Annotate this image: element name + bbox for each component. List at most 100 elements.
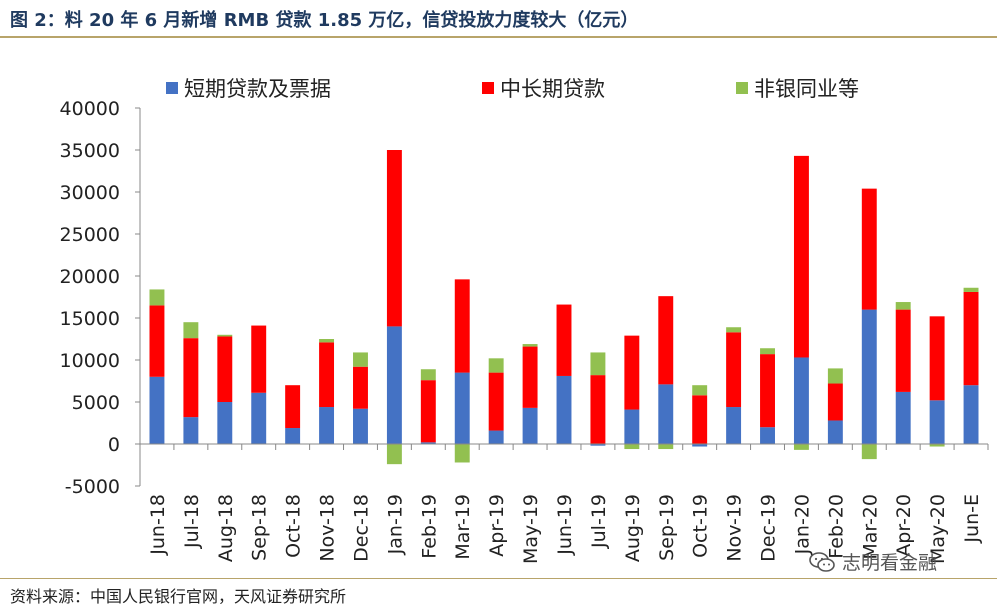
bar-2 — [895, 302, 911, 310]
y-tick-label: 0 — [108, 434, 120, 456]
bar-1 — [420, 380, 436, 443]
bar-1 — [895, 309, 911, 392]
x-tick-label: Jul-19 — [588, 494, 610, 549]
bar-1 — [929, 316, 945, 401]
bar-0 — [726, 407, 742, 444]
bar-0 — [183, 417, 199, 444]
title-divider — [0, 36, 997, 38]
bar-0 — [386, 326, 402, 444]
chart: -5000 0 5000 10000 15000 20000 25000 30000 35000… — [60, 77, 989, 564]
legend-label-1: 中长期贷款 — [500, 77, 605, 101]
x-tick-label: Mar-20 — [859, 494, 881, 560]
x-tick-label: Jun-18 — [147, 494, 169, 556]
bar-1 — [251, 325, 267, 393]
bar-0 — [793, 357, 809, 444]
chart-title: 图 2：料 20 年 6 月新增 RMB 贷款 1.85 万亿，信贷投放力度较大… — [10, 10, 639, 31]
bar-2 — [861, 444, 877, 460]
bar-0 — [658, 384, 674, 444]
bar-2 — [353, 352, 368, 367]
watermark-text: 志明看金融 — [842, 552, 938, 574]
bar-0 — [692, 444, 708, 447]
y-tick-label: 5000 — [72, 392, 120, 414]
legend-label-0: 短期贷款及票据 — [184, 77, 331, 101]
bar-0 — [895, 391, 911, 444]
y-tick-label: 15000 — [60, 308, 120, 330]
bar-1 — [861, 188, 877, 310]
legend-swatch-0 — [166, 82, 178, 94]
bar-1 — [386, 150, 402, 327]
bar-2 — [522, 344, 538, 347]
bar-2 — [386, 444, 402, 465]
bar-2 — [726, 327, 742, 333]
bar-1 — [353, 366, 368, 409]
bar-2 — [319, 339, 335, 343]
y-tick-label: 20000 — [60, 266, 120, 288]
bar-1 — [760, 354, 775, 428]
y-tick-label: 35000 — [60, 140, 120, 162]
x-tick-label: Apr-20 — [893, 494, 915, 557]
x-tick-label: Sep-19 — [656, 494, 678, 561]
bar-1 — [522, 346, 538, 408]
bar-0 — [861, 309, 877, 444]
bar-0 — [251, 392, 267, 444]
x-tick-label: Nov-19 — [724, 494, 746, 562]
bar-2 — [929, 444, 945, 447]
y-tick-label: 10000 — [60, 350, 120, 372]
bar-0 — [488, 430, 504, 444]
bar-1 — [590, 375, 606, 444]
bar-0 — [963, 385, 979, 444]
bar-0 — [590, 444, 606, 446]
bar-2 — [658, 444, 674, 450]
source-note: 资料来源：中国人民银行官网，天风证券研究所 — [10, 587, 347, 606]
bar-2 — [793, 444, 809, 450]
x-tick-label: Oct-18 — [283, 494, 305, 558]
x-tick-label: Aug-19 — [622, 494, 644, 562]
y-tick-label: -5000 — [65, 476, 120, 498]
bar-1 — [183, 338, 199, 418]
x-tick-label: May-20 — [927, 494, 949, 564]
bar-0 — [929, 400, 945, 444]
bar-0 — [420, 442, 436, 444]
bar-0 — [522, 407, 538, 444]
bar-0 — [149, 376, 165, 444]
x-tick-label: Jun-19 — [554, 494, 576, 556]
x-tick-label: Feb-20 — [825, 494, 847, 559]
bar-0 — [624, 409, 640, 444]
legend-swatch-2 — [736, 82, 748, 94]
y-tick-label: 40000 — [60, 98, 120, 120]
x-tick-label: Aug-18 — [215, 494, 237, 562]
bar-1 — [963, 291, 979, 386]
y-tick-label: 25000 — [60, 224, 120, 246]
x-tick-label: Feb-19 — [418, 494, 440, 559]
bar-1 — [827, 383, 843, 421]
bar-2 — [183, 322, 199, 339]
legend-label-2: 非银同业等 — [754, 77, 859, 101]
x-tick-label: Mar-19 — [452, 494, 474, 560]
wechat-icon — [809, 551, 835, 572]
bar-1 — [793, 155, 809, 358]
bar-2 — [420, 369, 436, 381]
bar-1 — [454, 279, 470, 373]
bar-0 — [353, 408, 368, 444]
x-tick-label: Dec-19 — [758, 494, 780, 562]
bar-2 — [692, 385, 708, 396]
bar-1 — [488, 372, 504, 431]
footer-divider — [0, 578, 997, 579]
bar-0 — [760, 427, 775, 444]
bar-1 — [624, 335, 640, 410]
y-tick-label: 30000 — [60, 182, 120, 204]
bar-1 — [726, 332, 742, 408]
bar-2 — [454, 444, 470, 463]
x-tick-label: Sep-18 — [249, 494, 271, 561]
bar-0 — [827, 420, 843, 444]
bar-2 — [963, 287, 979, 292]
bar-2 — [488, 358, 504, 373]
x-tick-label: Nov-18 — [317, 494, 339, 562]
x-tick-label: Dec-18 — [350, 494, 372, 562]
bar-1 — [149, 305, 165, 377]
bar-1 — [658, 296, 674, 385]
x-tick-label: Jan-20 — [791, 494, 813, 555]
x-tick-label: Apr-19 — [486, 494, 508, 557]
bar-2 — [590, 352, 606, 376]
bar-1 — [556, 304, 572, 376]
